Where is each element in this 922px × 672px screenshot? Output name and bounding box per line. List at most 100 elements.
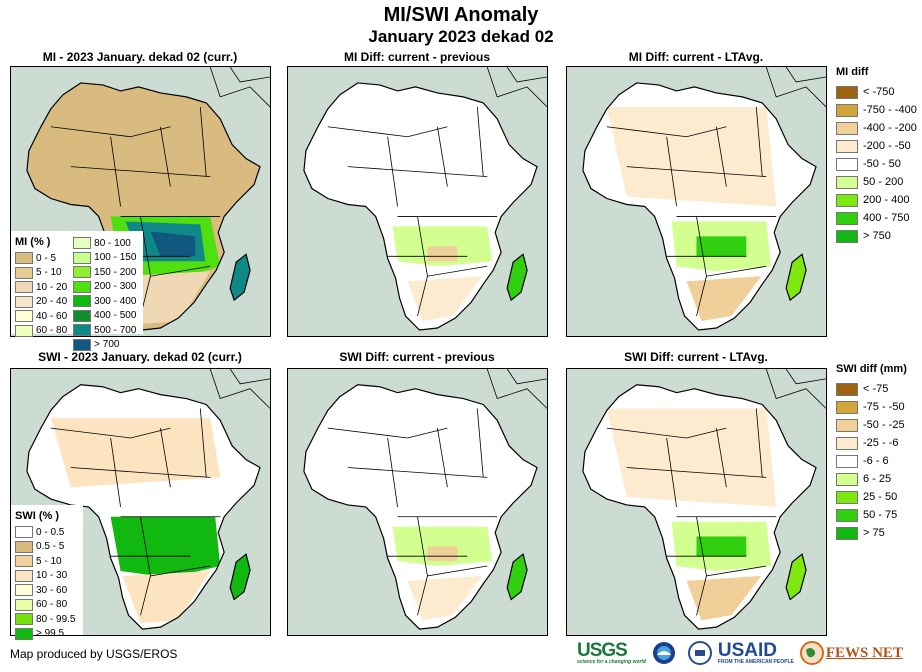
coastline bbox=[785, 253, 807, 302]
legend-item: 60 - 80 bbox=[15, 598, 79, 613]
legend-swatch bbox=[15, 281, 33, 294]
value-region bbox=[786, 554, 807, 600]
legend-swatch bbox=[15, 252, 33, 265]
country-border bbox=[327, 427, 448, 439]
swi-diff-lta-map bbox=[566, 368, 827, 636]
legend-swatch bbox=[836, 508, 858, 522]
legend-swatch bbox=[836, 85, 858, 99]
country-border bbox=[755, 408, 763, 478]
country-border bbox=[476, 408, 484, 478]
country-border bbox=[110, 136, 121, 207]
legend-item: 0 - 5 bbox=[15, 251, 67, 266]
legend-label: 40 - 60 bbox=[36, 310, 68, 322]
legend-swatch bbox=[836, 193, 858, 207]
country-border bbox=[666, 136, 677, 207]
country-border bbox=[209, 67, 270, 108]
country-border bbox=[696, 575, 707, 616]
usaid-seal bbox=[687, 641, 712, 665]
value-region bbox=[110, 516, 221, 578]
legend-swatch bbox=[73, 266, 92, 279]
legend-item: 50 - 200 bbox=[836, 173, 917, 191]
legend-item: > 750 bbox=[836, 227, 917, 245]
usaid-seal-icon bbox=[687, 641, 712, 665]
page-subtitle: January 2023 dekad 02 bbox=[368, 27, 554, 46]
mi-pct-legend: MI (% ) 0 - 5 5 - 10 10 - 20 20 - 40 40 - 60… bbox=[11, 231, 143, 351]
legend-label: 60 - 80 bbox=[36, 325, 68, 337]
legend-item: 400 - 500 bbox=[73, 309, 136, 324]
legend-label: 50 - 75 bbox=[863, 509, 898, 521]
legend-label: < -750 bbox=[863, 86, 895, 98]
legend-label: 25 - 50 bbox=[863, 491, 898, 503]
legend-label: 150 - 200 bbox=[94, 266, 137, 278]
coastline bbox=[303, 82, 538, 331]
legend-item: > 700 bbox=[73, 338, 136, 353]
country-border bbox=[110, 437, 121, 507]
country-border bbox=[437, 428, 448, 488]
legend-item: 25 - 50 bbox=[836, 488, 907, 506]
legend-label: > 75 bbox=[863, 527, 885, 539]
legend-swatch bbox=[836, 175, 858, 189]
legend-label: 60 - 80 bbox=[36, 599, 68, 611]
country-border bbox=[417, 216, 488, 277]
legend-label: -6 - 6 bbox=[863, 455, 889, 467]
swi-diff-legend-title: SWI diff (mm) bbox=[836, 363, 907, 375]
legend-label: 80 - 99.5 bbox=[36, 613, 76, 625]
swi-diff-legend: SWI diff (mm) < -75 -75 - -50 -50 - -25 -25… bbox=[836, 363, 907, 542]
value-region bbox=[230, 254, 251, 301]
country-border bbox=[626, 467, 767, 478]
country-border bbox=[486, 369, 547, 409]
legend-label: 10 - 30 bbox=[36, 570, 68, 582]
country-border bbox=[765, 369, 826, 409]
swi-current-map bbox=[10, 368, 271, 636]
legend-item: < -750 bbox=[836, 83, 917, 101]
country-border bbox=[476, 106, 484, 177]
country-border bbox=[209, 369, 270, 409]
legend-item: 5 - 10 bbox=[15, 266, 67, 281]
legend-label: -50 - -25 bbox=[863, 419, 905, 431]
country-border bbox=[387, 437, 398, 507]
country-border bbox=[417, 575, 428, 616]
country-border bbox=[140, 575, 151, 616]
legend-label: > 700 bbox=[94, 339, 120, 351]
country-border bbox=[50, 427, 171, 439]
legend-swatch bbox=[836, 103, 858, 117]
africa-map bbox=[26, 369, 270, 630]
country-border bbox=[199, 106, 207, 177]
value-region bbox=[407, 575, 483, 621]
legend-item: 200 - 400 bbox=[836, 191, 917, 209]
swi-pct-legend-title: SWI (% ) bbox=[15, 510, 59, 522]
legend-swatch bbox=[15, 540, 33, 553]
legend-label: 100 - 150 bbox=[94, 252, 137, 264]
legend-label: -200 - -50 bbox=[863, 140, 911, 152]
legend-swatch bbox=[836, 454, 858, 468]
mi-diff-legend-title: MI diff bbox=[836, 66, 869, 78]
value-region bbox=[122, 570, 211, 624]
legend-item: > 75 bbox=[836, 524, 907, 542]
value-region bbox=[606, 408, 777, 507]
legend-item: 0 - 0.5 bbox=[15, 525, 79, 540]
country-border bbox=[417, 276, 428, 317]
africa-map bbox=[303, 67, 547, 331]
value-region bbox=[150, 231, 196, 257]
fewsnet-logo-text: FEWS NET bbox=[825, 644, 903, 661]
legend-item: -750 - -400 bbox=[836, 101, 917, 119]
legend-label: 30 - 60 bbox=[36, 584, 68, 596]
value-region bbox=[427, 246, 458, 262]
legend-label: 5 - 10 bbox=[36, 555, 62, 567]
legend-label: > 99.5 bbox=[36, 628, 65, 640]
coastline bbox=[229, 553, 251, 601]
legend-swatch bbox=[836, 229, 858, 243]
coastline bbox=[785, 553, 807, 601]
legend-item: 10 - 20 bbox=[15, 280, 67, 295]
country-border bbox=[755, 106, 763, 177]
legend-label: 0 - 5 bbox=[36, 252, 57, 264]
coastline bbox=[506, 253, 528, 302]
legend-swatch bbox=[836, 382, 858, 396]
country-border bbox=[50, 126, 171, 138]
mi-diff-prev-map bbox=[287, 66, 548, 337]
country-border bbox=[696, 276, 707, 317]
country-border bbox=[606, 427, 727, 439]
africa-landmass bbox=[303, 384, 538, 630]
legend-label: 400 - 750 bbox=[863, 212, 910, 224]
country-border bbox=[437, 126, 448, 187]
